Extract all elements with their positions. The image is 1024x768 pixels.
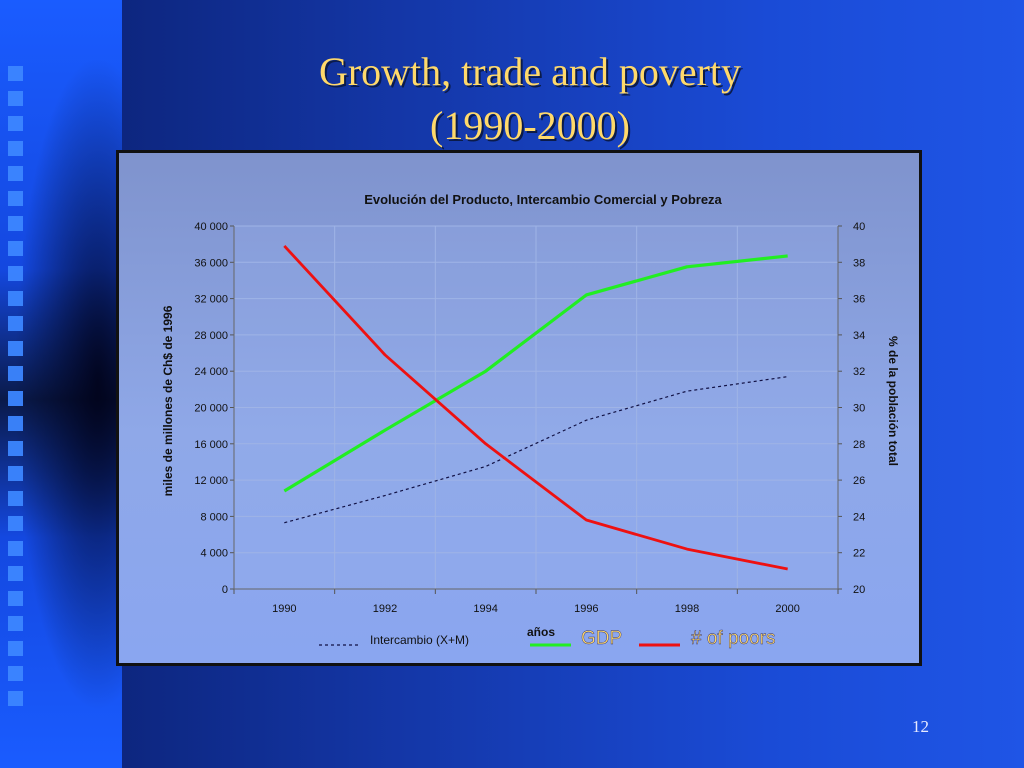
y-left-tick-label: 36 000 bbox=[194, 257, 228, 269]
y-right-tick-label: 40 bbox=[853, 221, 865, 233]
x-tick-label: 2000 bbox=[775, 603, 799, 615]
y-right-tick-label: 20 bbox=[853, 584, 865, 596]
decorative-square bbox=[8, 191, 23, 206]
decorative-square bbox=[8, 441, 23, 456]
y-left-tick-label: 24 000 bbox=[194, 366, 228, 378]
decorative-square bbox=[8, 516, 23, 531]
y-left-tick-label: 32 000 bbox=[194, 294, 228, 306]
decorative-square bbox=[8, 216, 23, 231]
y-right-tick-label: 30 bbox=[853, 403, 865, 415]
decorative-square bbox=[8, 291, 23, 306]
decorative-square bbox=[8, 116, 23, 131]
y-right-tick-label: 26 bbox=[853, 475, 865, 487]
y-right-axis-label: % de la población total bbox=[886, 336, 900, 466]
y-right-tick-label: 34 bbox=[853, 330, 865, 342]
decorative-squares bbox=[8, 66, 28, 716]
slide-subtitle: (1990-2000) bbox=[430, 103, 630, 148]
x-tick-label: 1996 bbox=[574, 603, 598, 615]
x-axis-label: años bbox=[527, 625, 555, 639]
y-left-tick-label: 16 000 bbox=[194, 439, 228, 451]
decorative-square bbox=[8, 466, 23, 481]
decorative-square bbox=[8, 166, 23, 181]
series-line-gdp bbox=[283, 254, 788, 493]
chart-panel: Evolución del Producto, Intercambio Come… bbox=[116, 150, 922, 666]
y-left-tick-label: 4 000 bbox=[200, 548, 228, 560]
legend-label-trade: Intercambio (X+M) bbox=[370, 633, 469, 647]
y-left-tick-label: 20 000 bbox=[194, 403, 228, 415]
decorative-square bbox=[8, 591, 23, 606]
legend-label-gdp: GDP bbox=[581, 628, 622, 649]
x-tick-label: 1990 bbox=[272, 603, 296, 615]
y-left-axis-label: miles de millones de Ch$ de 1996 bbox=[161, 305, 175, 496]
page-number: 12 bbox=[912, 717, 929, 736]
decorative-square bbox=[8, 491, 23, 506]
decorative-square bbox=[8, 541, 23, 556]
slide-title: Growth, trade and poverty bbox=[318, 49, 742, 94]
decorative-square bbox=[8, 141, 23, 156]
decorative-square bbox=[8, 266, 23, 281]
decorative-square bbox=[8, 91, 23, 106]
legend-label-poors: # of poors bbox=[691, 628, 776, 649]
decorative-square bbox=[8, 66, 23, 81]
y-left-tick-label: 0 bbox=[222, 584, 228, 596]
series-line-poors bbox=[283, 245, 788, 571]
decorative-square bbox=[8, 616, 23, 631]
y-right-tick-label: 36 bbox=[853, 294, 865, 306]
y-right-tick-label: 24 bbox=[853, 511, 865, 523]
decorative-square bbox=[8, 316, 23, 331]
chart-svg: Evolución del Producto, Intercambio Come… bbox=[161, 192, 900, 649]
chart-series bbox=[283, 245, 788, 571]
y-right-tick-label: 28 bbox=[853, 439, 865, 451]
y-left-tick-label: 8 000 bbox=[200, 511, 228, 523]
decorative-square bbox=[8, 366, 23, 381]
decorative-square bbox=[8, 666, 23, 681]
chart-ticks: 0 4 000 8 000 12 000 16 000 20 000 24 000 28 00… bbox=[194, 221, 865, 615]
decorative-square bbox=[8, 641, 23, 656]
decorative-left-strip bbox=[0, 0, 122, 768]
x-tick-label: 1998 bbox=[675, 603, 699, 615]
y-left-tick-label: 28 000 bbox=[194, 330, 228, 342]
y-left-tick-label: 40 000 bbox=[194, 221, 228, 233]
decorative-square bbox=[8, 416, 23, 431]
chart-title: Evolución del Producto, Intercambio Come… bbox=[364, 192, 722, 207]
decorative-square bbox=[8, 341, 23, 356]
legend: Intercambio (X+M) GDP # of poors bbox=[319, 628, 776, 649]
y-left-tick-label: 12 000 bbox=[194, 475, 228, 487]
decorative-square bbox=[8, 391, 23, 406]
decorative-square bbox=[8, 241, 23, 256]
decorative-square bbox=[8, 566, 23, 581]
series-line-trade bbox=[284, 376, 788, 524]
y-right-tick-label: 32 bbox=[853, 366, 865, 378]
x-tick-label: 1992 bbox=[373, 603, 397, 615]
y-right-tick-label: 38 bbox=[853, 257, 865, 269]
x-tick-label: 1994 bbox=[473, 603, 497, 615]
decorative-square bbox=[8, 691, 23, 706]
chart-axes bbox=[230, 225, 842, 594]
y-right-tick-label: 22 bbox=[853, 548, 865, 560]
chart-grid bbox=[233, 225, 839, 590]
